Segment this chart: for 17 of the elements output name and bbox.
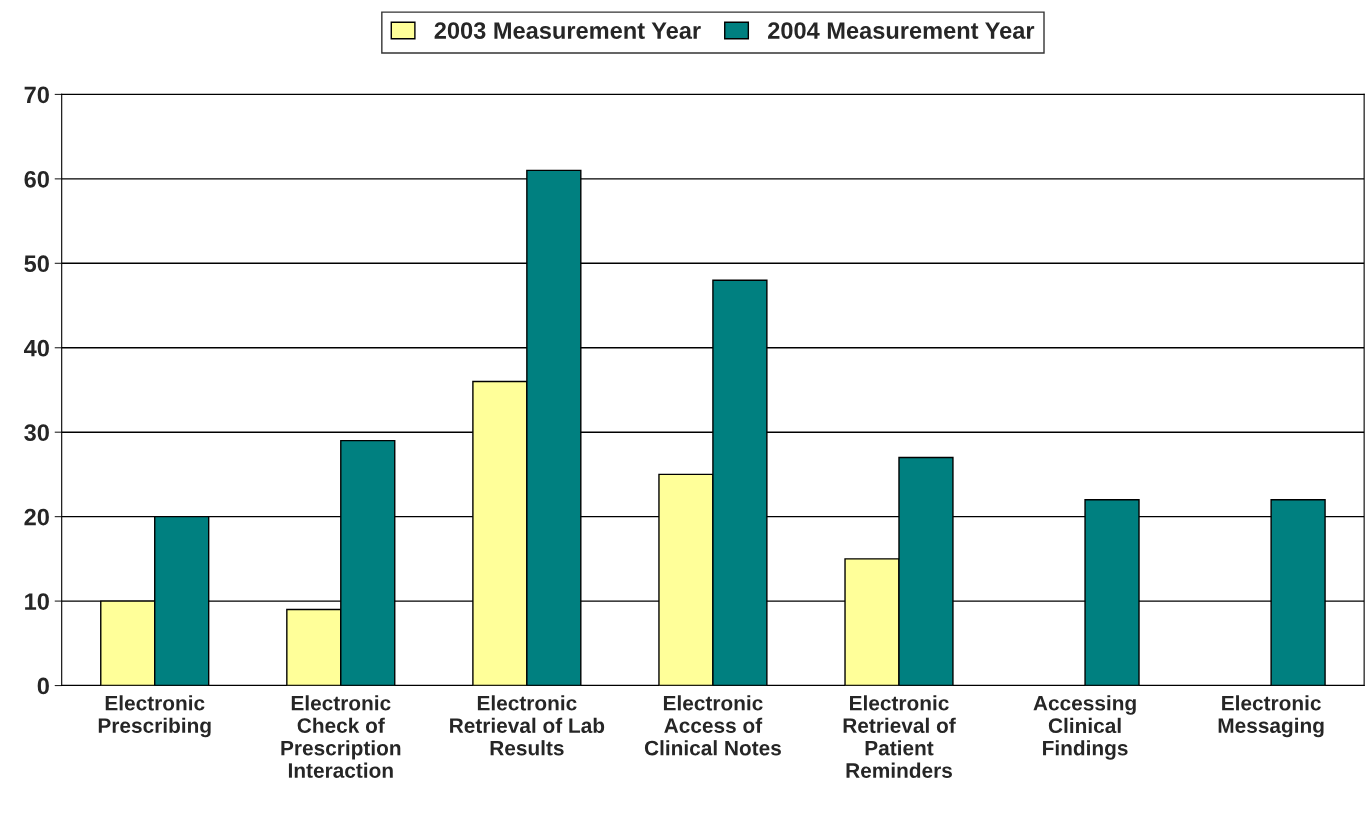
y-tick-label: 40 bbox=[23, 339, 49, 357]
x-tick-label: Electronic Prescribing bbox=[98, 695, 211, 738]
legend-label: 2004 Measurement Year bbox=[768, 22, 1035, 39]
y-tick-label: 30 bbox=[24, 424, 49, 442]
y-tick-label: 10 bbox=[25, 593, 49, 610]
x-tick-label: Electronic Retrieval of Patient Reminders bbox=[843, 695, 956, 778]
x-tick-label: Electronic Messaging bbox=[1218, 695, 1324, 738]
x-tick-label: Electronic Retrieval of Lab Results bbox=[450, 695, 605, 756]
x-tick-label: Electronic Access of Clinical Notes bbox=[644, 695, 781, 756]
x-tick-label: Accessing Clinical Findings bbox=[1033, 695, 1136, 760]
y-tick-label: 0 bbox=[37, 677, 49, 695]
legend-label: 2003 Measurement Year bbox=[434, 22, 701, 39]
y-tick-label: 60 bbox=[24, 170, 49, 188]
y-tick-label: 70 bbox=[24, 86, 49, 104]
y-tick-label: 20 bbox=[24, 508, 49, 526]
y-tick-label: 50 bbox=[24, 255, 49, 273]
x-tick-label: Electronic Check of Prescription Interaction bbox=[281, 695, 401, 778]
